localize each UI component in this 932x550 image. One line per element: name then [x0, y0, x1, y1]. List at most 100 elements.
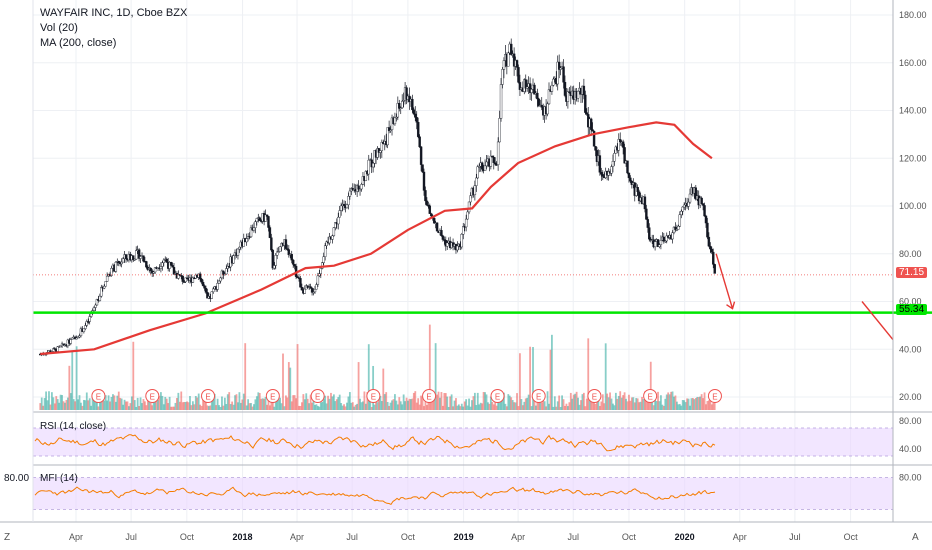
volume-bar — [55, 396, 58, 410]
volume-bar — [664, 398, 667, 410]
volume-bar — [660, 395, 662, 410]
candle-body — [216, 283, 219, 290]
candle-body — [79, 328, 83, 336]
volume-bar — [676, 401, 678, 410]
oscillator-band — [33, 428, 893, 456]
candle-body — [299, 278, 302, 288]
volume-bar — [449, 396, 452, 410]
volume-bar — [97, 406, 100, 410]
x-tick-label: 2020 — [675, 532, 695, 542]
candle-body — [103, 285, 106, 289]
volume-bar — [569, 392, 572, 410]
volume-bar — [203, 397, 206, 410]
volume-bar — [668, 394, 671, 410]
candle-body — [415, 117, 418, 123]
earnings-icon — [422, 389, 437, 403]
volume-bar — [318, 406, 321, 410]
candle-body — [162, 259, 166, 263]
y-tick-label: 80.00 — [899, 249, 922, 259]
auto-scale-button[interactable]: A — [912, 532, 919, 543]
candle-body — [360, 184, 363, 190]
volume-bar — [347, 396, 350, 410]
volume-bar — [295, 398, 297, 410]
volume-bar — [280, 403, 283, 410]
candle-body — [645, 208, 648, 220]
volume-bar — [582, 392, 585, 410]
volume-bar — [423, 406, 425, 410]
volume-bar — [452, 406, 454, 410]
volume-bar — [636, 398, 639, 410]
volume-bar — [436, 394, 438, 410]
volume-bar — [415, 402, 418, 410]
volume-bar — [453, 400, 456, 410]
volume-bar — [247, 399, 250, 410]
timezone-button[interactable]: Z — [4, 532, 11, 543]
earnings-icon — [531, 389, 546, 403]
volume-bar — [443, 393, 446, 410]
candle-body — [277, 251, 280, 253]
volume-bar — [293, 395, 296, 410]
volume-bar — [53, 403, 56, 410]
candle-body — [287, 249, 291, 256]
volume-bar — [164, 396, 167, 410]
volume-bar — [601, 394, 604, 410]
volume-bar — [66, 397, 69, 410]
volume-bar — [597, 398, 600, 410]
volume-bar — [94, 396, 97, 410]
volume-bar — [255, 396, 258, 410]
volume-bar — [633, 402, 636, 410]
candle-body — [619, 139, 622, 143]
candle-body — [399, 107, 402, 109]
candle-body — [161, 262, 164, 267]
candle-body — [566, 91, 570, 102]
y-tick-label: 180.00 — [899, 10, 927, 20]
candle-body — [171, 265, 174, 268]
volume-bar — [136, 397, 139, 410]
volume-bar — [248, 403, 251, 410]
candle-body — [405, 87, 408, 100]
volume-bar — [296, 344, 299, 410]
candle-body — [665, 235, 668, 242]
volume-bar — [331, 396, 334, 410]
volume-bar — [691, 398, 694, 410]
volume-bar — [64, 402, 66, 410]
candle-body — [456, 245, 459, 251]
volume-bar — [434, 343, 437, 410]
candle-body — [380, 142, 384, 151]
volume-bar — [700, 394, 703, 410]
volume-bar — [399, 401, 402, 410]
volume-bar — [418, 404, 421, 410]
volume-bar — [408, 398, 411, 410]
volume-bar — [123, 399, 126, 410]
ma-indicator-label: MA (200, close) — [40, 37, 117, 49]
candle-body — [165, 258, 168, 263]
volume-bar — [364, 403, 367, 410]
candle-body — [446, 242, 449, 247]
volume-bar — [353, 406, 356, 410]
candle-body — [658, 244, 661, 247]
volume-bar — [706, 400, 709, 410]
candle-body — [525, 86, 529, 89]
candle-body — [706, 222, 709, 238]
volume-bar — [521, 405, 524, 410]
candle-body — [296, 276, 299, 278]
candle-body — [646, 219, 650, 228]
earnings-letter: E — [495, 393, 500, 402]
volume-bar — [80, 402, 82, 410]
candle-body — [672, 226, 676, 233]
candle-body — [627, 172, 631, 179]
y-tick-label: 60.00 — [899, 297, 922, 307]
volume-bar — [479, 402, 482, 410]
candle-body — [559, 67, 562, 70]
volume-bar — [468, 398, 470, 410]
earnings-icon — [265, 389, 280, 403]
candle-body — [59, 345, 62, 348]
candle-body — [255, 218, 259, 222]
rsi-label: RSI (14, close) — [40, 421, 107, 432]
volume-bar — [81, 405, 84, 410]
candle-body — [416, 122, 420, 137]
candle-body — [518, 82, 522, 90]
candle-body — [134, 250, 138, 260]
candle-body — [117, 261, 120, 264]
